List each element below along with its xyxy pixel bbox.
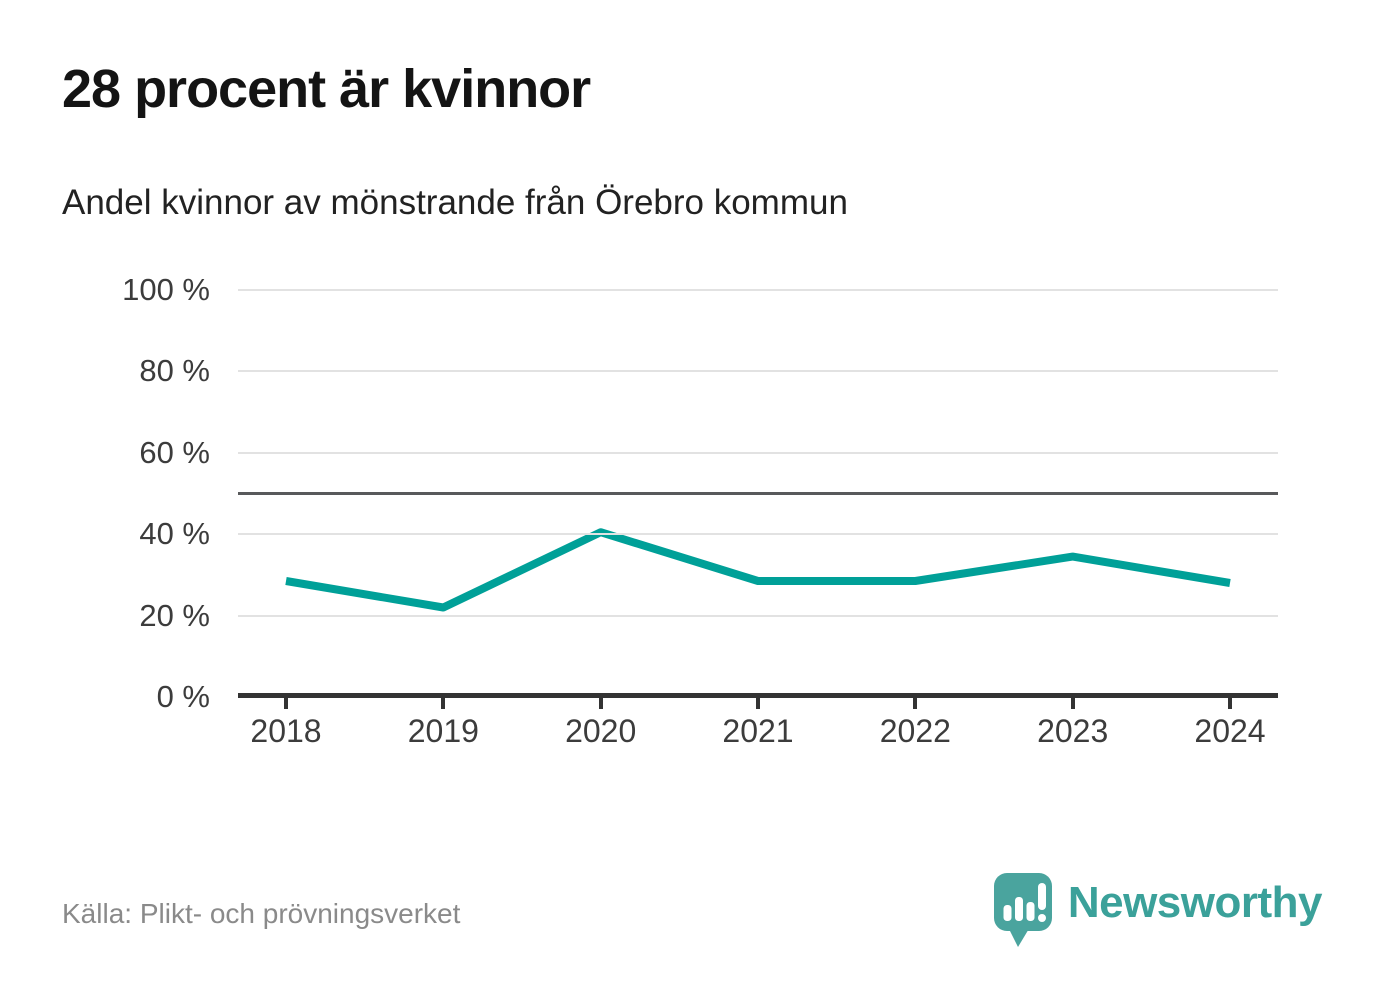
x-tick-mark-2022: [913, 696, 918, 709]
gridline-20: [238, 614, 1278, 617]
reference-line-50: [238, 492, 1278, 495]
y-axis-labels: 0 % 20 % 40 % 60 % 80 % 100 %: [0, 272, 210, 714]
y-tick-label-60: 60 %: [139, 434, 210, 470]
gridline-100: [238, 289, 1278, 291]
gridline-40: [238, 533, 1278, 536]
x-tick-label-2020: 2020: [565, 713, 637, 749]
x-tick-mark-2020: [598, 696, 603, 709]
newsworthy-logo-icon: [993, 873, 1052, 947]
trend-line-svg: [285, 528, 1231, 612]
gridline-80: [238, 370, 1278, 373]
plot-area: [238, 289, 1278, 709]
x-tick-mark-2024: [1228, 696, 1232, 709]
trend-line: [285, 528, 1231, 612]
x-tick-label-2024: 2024: [1194, 713, 1266, 749]
chart-subtitle: Andel kvinnor av mönstrande från Örebro …: [62, 183, 848, 222]
x-tick-label-2019: 2019: [407, 713, 479, 749]
y-tick-label-100: 100 %: [122, 272, 210, 307]
y-tick-label-40: 40 %: [139, 516, 210, 552]
y-tick-label-20: 20 %: [139, 597, 210, 633]
x-tick-mark-2023: [1070, 696, 1075, 709]
source-note: Källa: Plikt- och prövningsverket: [62, 898, 461, 929]
x-axis-labels: 2018 2019 2020 2021 2022 2023 2024: [238, 713, 1278, 763]
chart-title: 28 procent är kvinnor: [62, 59, 591, 119]
y-tick-label-0: 0 %: [156, 679, 210, 714]
newsworthy-wordmark: Newsworthy: [1067, 878, 1323, 927]
x-tick-label-2023: 2023: [1037, 713, 1109, 749]
x-axis-line: [238, 693, 1278, 698]
newsworthy-logo: Newsworthy: [993, 873, 1323, 949]
gridline-60: [238, 451, 1278, 454]
x-tick-mark-2021: [756, 696, 760, 709]
x-tick-label-2018: 2018: [250, 713, 322, 749]
x-tick-mark-2019: [441, 696, 446, 709]
y-tick-label-80: 80 %: [139, 353, 210, 389]
x-tick-label-2022: 2022: [879, 713, 951, 749]
x-tick-label-2021: 2021: [722, 713, 794, 749]
x-tick-mark-2018: [284, 696, 288, 709]
